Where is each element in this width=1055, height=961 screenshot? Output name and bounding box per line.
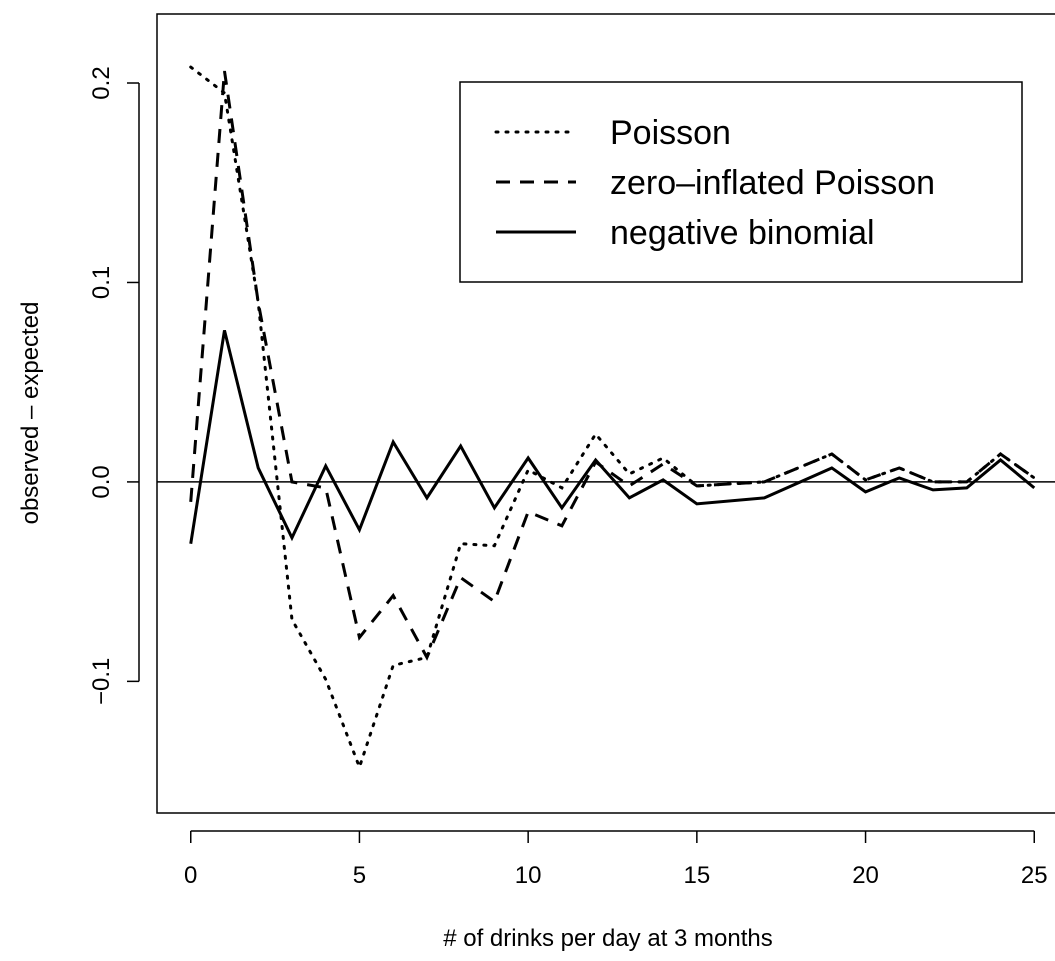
plot-frame	[156, 13, 1055, 814]
x-tick-label: 25	[1021, 862, 1048, 889]
legend-label: Poisson	[610, 114, 731, 152]
y-tick-label: 0.0	[88, 465, 115, 498]
series-line	[189, 70, 1036, 661]
y-axis-label: observed – expected	[17, 302, 44, 525]
x-tick-label: 5	[353, 862, 366, 889]
y-tick-label: 0.2	[88, 66, 115, 99]
x-tick-label: 15	[684, 862, 711, 889]
x-tick-label: 20	[852, 862, 879, 889]
legend-label: zero–inflated Poisson	[610, 164, 935, 202]
y-tick-label: 0.1	[88, 266, 115, 299]
x-axis-label: # of drinks per day at 3 months	[443, 925, 773, 952]
series-line	[189, 65, 1036, 772]
x-tick-label: 10	[515, 862, 542, 889]
y-tick-label: −0.1	[88, 658, 115, 705]
x-tick-label: 0	[184, 862, 197, 889]
series-line	[189, 329, 1036, 544]
legend-label: negative binomial	[610, 214, 875, 252]
